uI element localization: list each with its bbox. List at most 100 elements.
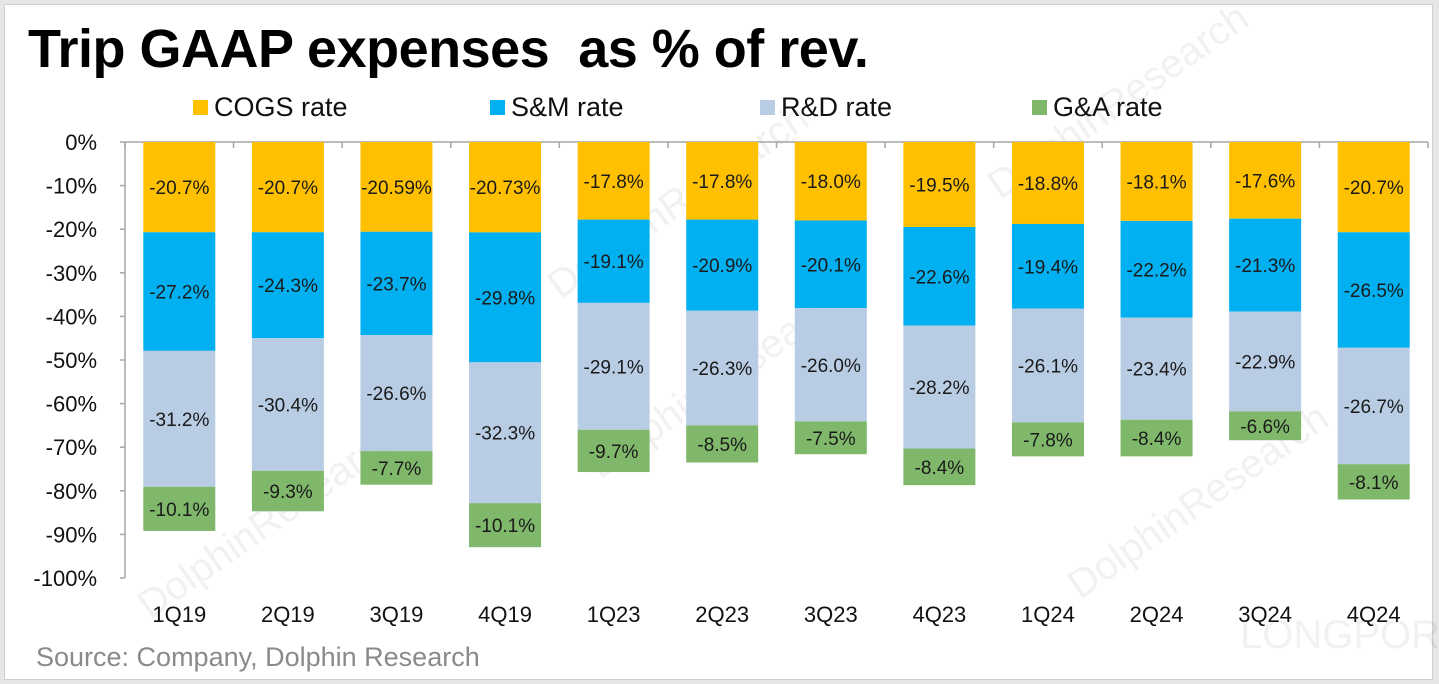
bar-segment	[251, 338, 324, 471]
bar-segment	[469, 362, 542, 504]
data-label: -23.4%	[1126, 360, 1186, 381]
data-label: -19.4%	[1018, 257, 1078, 278]
bar-segment	[686, 425, 759, 463]
bar-segment	[1120, 317, 1193, 420]
x-tick-label: 3Q19	[370, 602, 424, 627]
bar-segment	[1229, 142, 1302, 219]
x-tick-label: 4Q19	[478, 602, 532, 627]
legend-item-sm: S&M rate	[490, 92, 624, 123]
bar-segment	[577, 142, 650, 220]
x-tick-label: 2Q19	[261, 602, 315, 627]
data-label: -10.1%	[475, 516, 535, 537]
data-label: -26.5%	[1344, 281, 1404, 302]
data-label: -21.3%	[1235, 256, 1295, 277]
bar-segment	[794, 308, 867, 422]
data-label: -20.9%	[692, 256, 752, 277]
x-tick-label: 3Q24	[1238, 602, 1292, 627]
legend-item-cogs: COGS rate	[193, 92, 348, 123]
x-tick-label: 4Q23	[912, 602, 966, 627]
chart-title: Trip GAAP expenses as % of rev.	[28, 19, 869, 79]
bar-segment	[251, 142, 324, 233]
x-tick-label: 1Q24	[1021, 602, 1075, 627]
bar-segment	[1229, 218, 1302, 312]
data-label: -20.7%	[1344, 178, 1404, 199]
y-tick-label: -10%	[46, 174, 97, 199]
data-label: -26.0%	[801, 356, 861, 377]
bar-segment	[686, 142, 759, 220]
x-tick-label: 2Q24	[1130, 602, 1184, 627]
data-label: -31.2%	[149, 410, 209, 431]
bar-segment	[1120, 142, 1193, 221]
legend-label-rd: R&D rate	[781, 92, 893, 122]
x-tick-label: 1Q19	[152, 602, 206, 627]
y-tick-label: 0%	[65, 130, 97, 155]
bar-segment	[1229, 411, 1302, 441]
x-tick-label: 4Q24	[1347, 602, 1401, 627]
y-tick-label: -50%	[46, 348, 97, 373]
bar-segment	[1120, 419, 1193, 457]
data-label: -19.1%	[584, 252, 644, 273]
data-label: -30.4%	[258, 395, 318, 416]
bar-segment	[360, 231, 433, 336]
data-label: -7.5%	[806, 429, 856, 450]
legend-swatch-sm	[490, 100, 505, 115]
data-label: -28.2%	[909, 378, 969, 399]
y-tick-label: -100%	[33, 566, 97, 591]
legend-label-cogs: COGS rate	[214, 92, 348, 122]
bar-segment	[143, 350, 216, 487]
legend-label-sm: S&M rate	[511, 92, 624, 122]
data-label: -6.6%	[1240, 417, 1290, 438]
legend-item-rd: R&D rate	[760, 92, 892, 123]
data-label: -7.7%	[372, 459, 422, 480]
data-label: -9.3%	[263, 482, 313, 503]
data-label: -20.7%	[258, 178, 318, 199]
y-tick-label: -60%	[46, 392, 97, 417]
data-labels: -20.7% -27.2% -31.2% -10.1% -20.7% -24.3% -30.…	[149, 171, 1404, 537]
data-label: -22.9%	[1235, 353, 1295, 374]
bar-segment	[143, 486, 216, 531]
data-label: -26.3%	[692, 359, 752, 380]
legend-label-ga: G&A rate	[1053, 92, 1163, 122]
bar-segment	[903, 227, 976, 326]
data-label: -8.5%	[697, 435, 747, 456]
data-label: -8.4%	[915, 458, 965, 479]
bar-segment	[1011, 223, 1084, 309]
source-note: Source: Company, Dolphin Research	[36, 642, 480, 672]
bar-segment	[686, 219, 759, 311]
y-tick-label: -20%	[46, 217, 97, 242]
bar-segment	[1337, 142, 1410, 233]
axes: 0% -10% -20% -30% -40% -50% -60% -70% -80% -90% -1…	[33, 130, 1429, 627]
bar-segment	[794, 220, 867, 309]
bar-segment	[903, 448, 976, 486]
legend-item-ga: G&A rate	[1032, 92, 1163, 123]
data-label: -23.7%	[366, 274, 426, 295]
data-label: -26.7%	[1344, 397, 1404, 418]
y-tick-label: -70%	[46, 435, 97, 460]
bar-segment	[360, 142, 433, 232]
data-label: -24.3%	[258, 276, 318, 297]
data-label: -7.8%	[1023, 430, 1073, 451]
data-label: -20.73%	[470, 178, 541, 199]
data-label: -20.59%	[361, 178, 432, 199]
data-label: -26.1%	[1018, 356, 1078, 377]
bars	[143, 142, 1410, 548]
data-label: -22.2%	[1126, 260, 1186, 281]
data-label: -18.1%	[1126, 172, 1186, 193]
legend-swatch-ga	[1032, 100, 1047, 115]
bar-segment	[1337, 347, 1410, 465]
bar-segment	[143, 142, 216, 233]
legend-swatch-rd	[760, 100, 775, 115]
x-tick-label: 3Q23	[804, 602, 858, 627]
data-label: -8.1%	[1349, 473, 1399, 494]
data-label: -19.5%	[909, 176, 969, 197]
bar-segment	[903, 325, 976, 449]
bar-segment	[1011, 142, 1084, 224]
y-tick-label: -30%	[46, 261, 97, 286]
bar-segment	[251, 470, 324, 512]
data-label: -32.3%	[475, 424, 535, 445]
bar-segment	[251, 232, 324, 339]
bar-segment	[1120, 220, 1193, 318]
data-label: -9.7%	[589, 442, 639, 463]
bar-segment	[469, 232, 542, 363]
